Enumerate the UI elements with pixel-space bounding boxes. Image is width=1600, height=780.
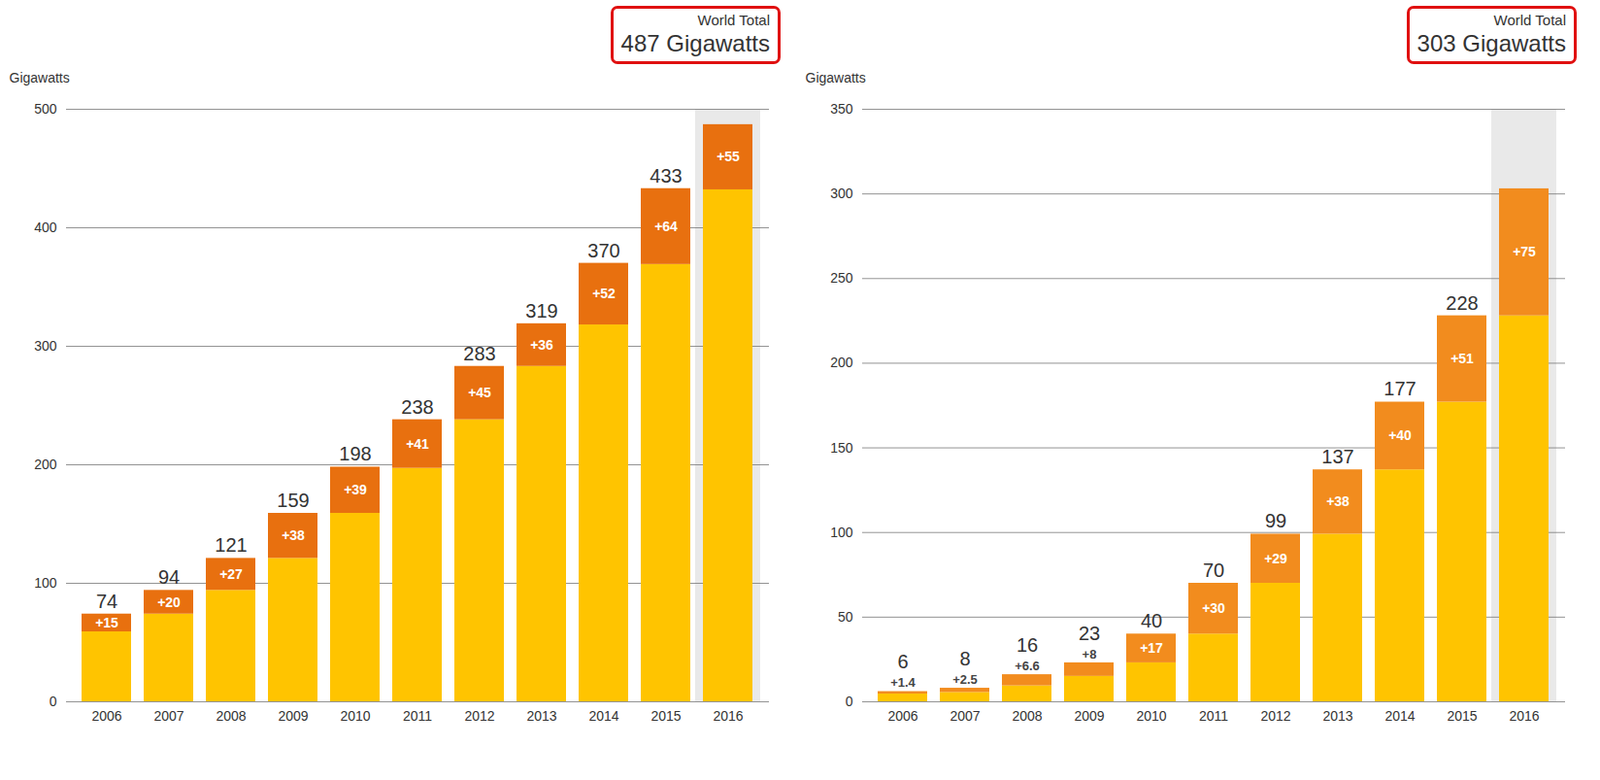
svg-text:+8: +8 xyxy=(1082,646,1098,662)
svg-text:+75: +75 xyxy=(1512,243,1536,260)
svg-text:2014: 2014 xyxy=(1384,707,1415,724)
svg-text:70: 70 xyxy=(1202,559,1225,581)
svg-text:2007: 2007 xyxy=(949,707,980,724)
svg-text:6: 6 xyxy=(897,650,908,672)
svg-text:+30: +30 xyxy=(1201,600,1226,616)
svg-text:0: 0 xyxy=(49,693,58,709)
svg-text:+29: +29 xyxy=(1264,550,1288,567)
svg-text:433: 433 xyxy=(649,165,682,187)
svg-text:+55: +55 xyxy=(716,148,740,165)
svg-text:+41: +41 xyxy=(405,435,430,452)
svg-text:+51: +51 xyxy=(1450,350,1474,367)
svg-text:2006: 2006 xyxy=(887,707,918,724)
svg-text:100: 100 xyxy=(33,574,58,591)
svg-text:99: 99 xyxy=(1265,509,1287,532)
svg-text:Gigawatts: Gigawatts xyxy=(805,69,867,86)
svg-text:+38: +38 xyxy=(281,527,305,543)
svg-text:+2.5: +2.5 xyxy=(952,671,978,687)
svg-text:74: 74 xyxy=(96,590,118,612)
svg-text:228: 228 xyxy=(1445,292,1478,314)
svg-text:100: 100 xyxy=(830,524,854,540)
svg-text:2015: 2015 xyxy=(1446,707,1477,724)
svg-text:50: 50 xyxy=(837,608,854,625)
svg-text:94: 94 xyxy=(158,566,180,588)
svg-text:2011: 2011 xyxy=(402,707,433,724)
svg-text:2006: 2006 xyxy=(91,707,122,724)
svg-text:2009: 2009 xyxy=(1073,707,1104,724)
svg-text:2016: 2016 xyxy=(712,707,743,724)
svg-text:8: 8 xyxy=(959,647,970,669)
svg-text:350: 350 xyxy=(830,100,854,117)
svg-text:+39: +39 xyxy=(343,481,367,498)
svg-text:Gigawatts: Gigawatts xyxy=(9,69,70,86)
svg-text:40: 40 xyxy=(1140,609,1163,632)
svg-text:2014: 2014 xyxy=(588,707,619,724)
svg-text:+52: +52 xyxy=(592,285,616,301)
svg-text:2008: 2008 xyxy=(1011,707,1042,724)
svg-text:+36: +36 xyxy=(530,336,554,353)
html-text:World Total: World Total xyxy=(697,11,770,29)
svg-text:+17: +17 xyxy=(1139,639,1164,656)
html-text:World Total: World Total xyxy=(1493,11,1567,29)
svg-text:+1.4: +1.4 xyxy=(890,674,916,690)
svg-text:+45: +45 xyxy=(467,384,492,400)
svg-text:300: 300 xyxy=(830,185,854,201)
svg-text:238: 238 xyxy=(400,396,434,418)
svg-text:177: 177 xyxy=(1383,377,1416,400)
svg-text:2007: 2007 xyxy=(153,707,184,724)
svg-text:2010: 2010 xyxy=(1135,707,1167,724)
svg-text:250: 250 xyxy=(830,269,854,286)
svg-text:500: 500 xyxy=(33,100,58,117)
svg-text:2011: 2011 xyxy=(1199,707,1229,724)
svg-text:23: 23 xyxy=(1078,622,1100,644)
svg-text:+15: +15 xyxy=(95,614,119,631)
svg-text:2016: 2016 xyxy=(1508,707,1539,724)
svg-text:319: 319 xyxy=(525,300,558,322)
svg-text:+27: +27 xyxy=(219,566,243,582)
svg-text:400: 400 xyxy=(33,219,58,235)
svg-text:137: 137 xyxy=(1321,445,1354,467)
svg-text:+64: +64 xyxy=(654,218,678,234)
svg-text:283: 283 xyxy=(463,342,496,365)
svg-text:2013: 2013 xyxy=(526,707,557,724)
svg-text:200: 200 xyxy=(33,456,58,472)
svg-text:+38: +38 xyxy=(1326,493,1350,509)
svg-text:2013: 2013 xyxy=(1322,707,1353,724)
html-text:303 Gigawatts: 303 Gigawatts xyxy=(1417,30,1567,57)
svg-text:2009: 2009 xyxy=(277,707,308,724)
svg-text:16: 16 xyxy=(1016,633,1038,656)
svg-text:+40: +40 xyxy=(1388,427,1412,443)
svg-text:2012: 2012 xyxy=(1260,707,1291,724)
svg-text:0: 0 xyxy=(845,693,854,709)
svg-text:150: 150 xyxy=(830,439,854,456)
svg-text:2008: 2008 xyxy=(215,707,246,724)
svg-text:159: 159 xyxy=(276,489,309,511)
svg-text:300: 300 xyxy=(33,337,58,354)
svg-text:2012: 2012 xyxy=(464,707,495,724)
svg-text:2015: 2015 xyxy=(650,707,681,724)
svg-text:198: 198 xyxy=(338,442,371,465)
html-text:487 Gigawatts: 487 Gigawatts xyxy=(620,30,770,57)
svg-text:370: 370 xyxy=(587,239,620,262)
svg-text:121: 121 xyxy=(214,533,247,556)
svg-text:+20: +20 xyxy=(157,594,181,610)
svg-text:2010: 2010 xyxy=(339,707,370,724)
svg-text:+6.6: +6.6 xyxy=(1014,658,1040,673)
svg-text:200: 200 xyxy=(830,354,854,370)
